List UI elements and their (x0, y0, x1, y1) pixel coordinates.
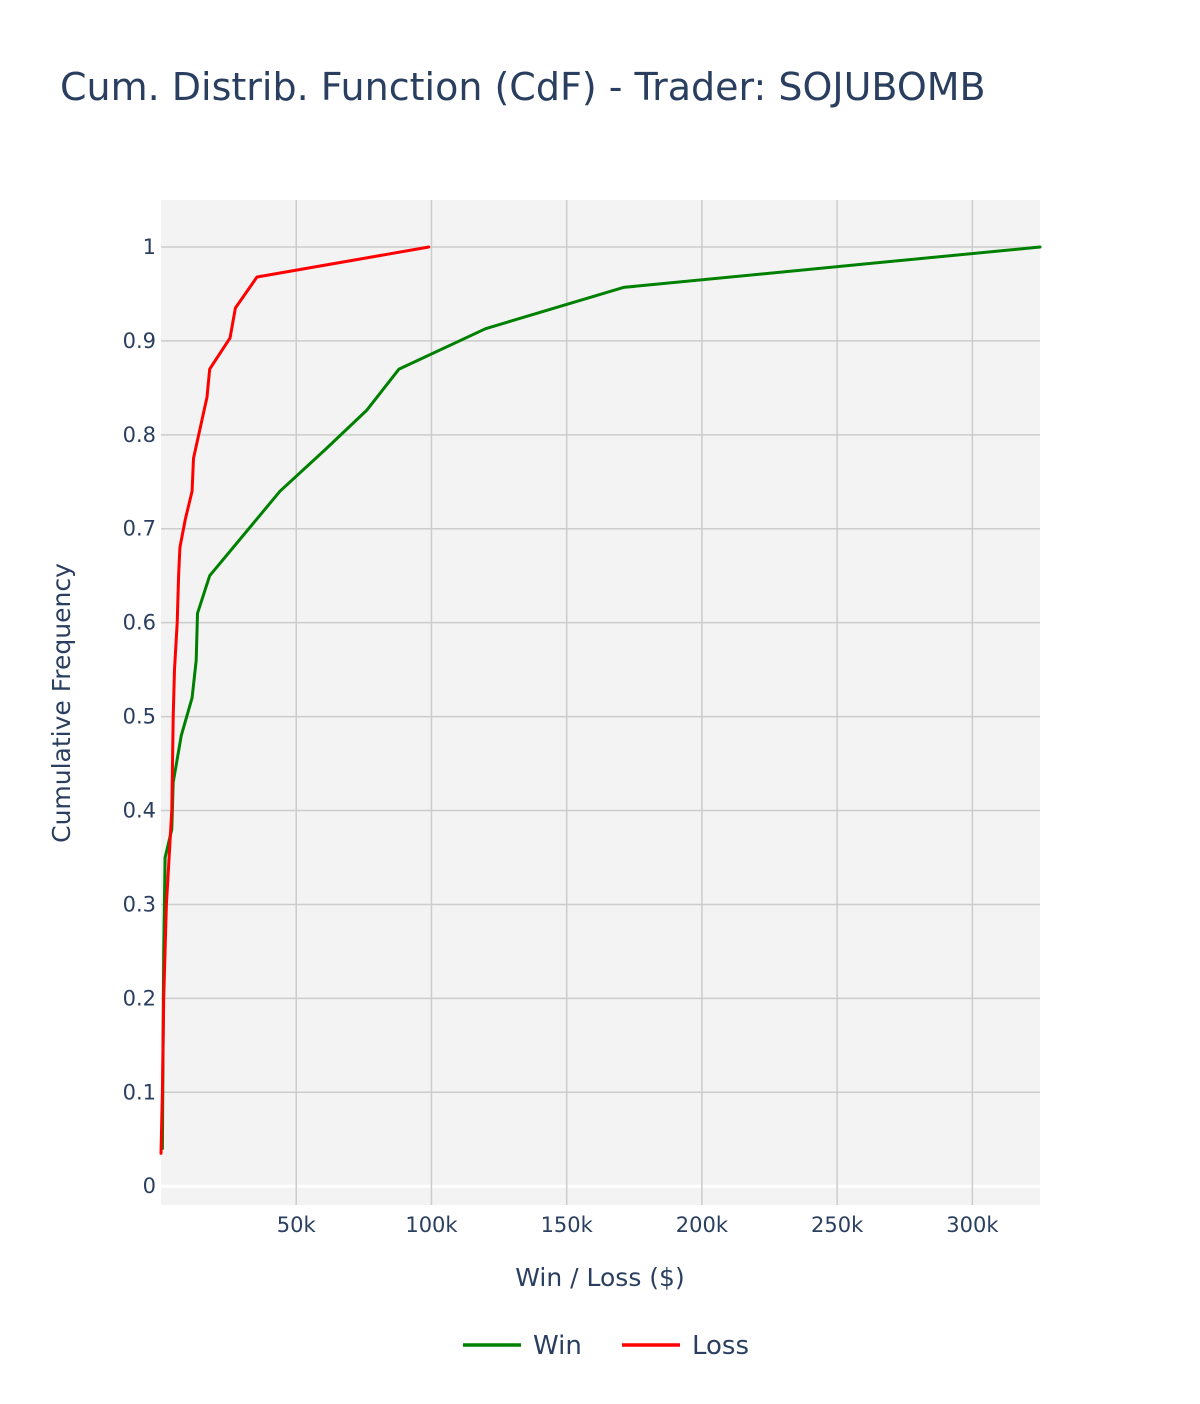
y-tick-labels: 0 0.1 0.2 0.3 0.4 0.5 0.6 0.7 0.8 0.9 1 (123, 235, 156, 1198)
legend-label-loss: Loss (692, 1331, 749, 1361)
y-tick-label-0-1: 0.1 (123, 1080, 156, 1104)
series-line-loss (159, 245, 431, 1155)
x-tick-label-300k: 300k (946, 1213, 999, 1237)
x-tick-label-150k: 150k (541, 1213, 594, 1237)
y-tick-label-1: 1 (143, 235, 156, 259)
x-tick-label-50k: 50k (277, 1213, 317, 1237)
x-axis-label: Win / Loss ($) (515, 1263, 684, 1292)
y-tick-label-0-4: 0.4 (123, 799, 156, 823)
y-tick-label-0-5: 0.5 (123, 705, 156, 729)
plot-area (161, 200, 1040, 1205)
legend-item-win[interactable]: Win (463, 1331, 582, 1361)
x-tick-label-100k: 100k (405, 1213, 458, 1237)
series-layer (159, 245, 1042, 1155)
x-tick-labels: 50k 100k 150k 200k 250k 300k (277, 1213, 1000, 1237)
x-gridlines (295, 200, 974, 1205)
y-tick-label-0-3: 0.3 (123, 892, 156, 916)
y-tick-label-0-2: 0.2 (123, 986, 156, 1010)
y-tick-label-0-8: 0.8 (123, 423, 156, 447)
y-tick-label-0-7: 0.7 (123, 517, 156, 541)
x-tick-label-200k: 200k (676, 1213, 729, 1237)
legend: Win Loss (463, 1331, 749, 1361)
y-tick-label-0: 0 (143, 1174, 156, 1198)
legend-item-loss[interactable]: Loss (622, 1331, 749, 1361)
y-axis-label: Cumulative Frequency (47, 563, 76, 843)
y-gridlines (161, 246, 1040, 1188)
chart-title: Cum. Distrib. Function (CdF) - Trader: S… (60, 65, 986, 109)
y-tick-label-0-6: 0.6 (123, 611, 156, 635)
legend-label-win: Win (533, 1331, 582, 1361)
y-tick-label-0-9: 0.9 (123, 329, 156, 353)
x-tick-label-250k: 250k (811, 1213, 864, 1237)
